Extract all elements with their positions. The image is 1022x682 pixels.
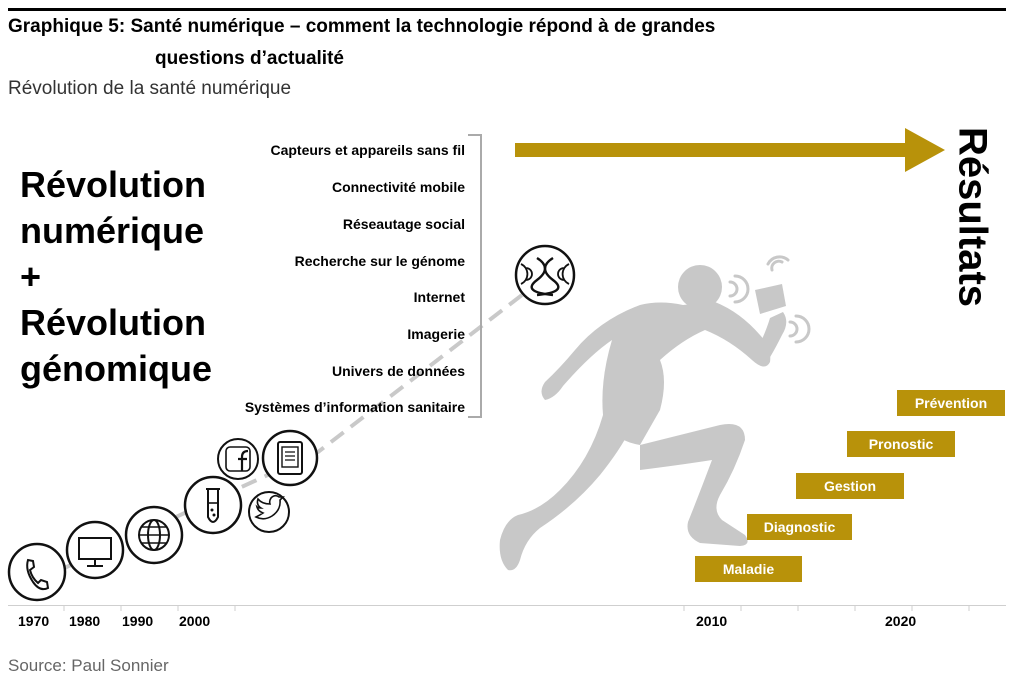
results-label: Résultats	[942, 127, 1002, 307]
year-label: 2020	[885, 613, 917, 629]
phone-icon	[7, 542, 67, 602]
tech-label-social: Réseautage social	[342, 216, 465, 232]
signal-waves	[728, 255, 811, 344]
year-label: 2000	[179, 613, 211, 629]
tech-label-data: Univers de données	[331, 363, 465, 379]
test-tube-icon	[183, 475, 243, 535]
tech-label-sensors: Capteurs et appareils sans fil	[270, 142, 465, 158]
chart-subtitle: Révolution de la santé numérique	[8, 78, 292, 99]
time-axis	[8, 605, 1006, 606]
heading-line: Révolution	[20, 164, 206, 205]
dna-icon	[514, 244, 576, 306]
computer-monitor-icon	[65, 520, 125, 580]
heading-line: numérique	[20, 210, 205, 251]
year-label: 1970	[18, 613, 50, 629]
year-label: 1990	[122, 613, 154, 629]
stage-gestion: Gestion	[796, 473, 904, 499]
tech-label-imaging: Imagerie	[407, 326, 465, 342]
tech-label-internet: Internet	[413, 289, 465, 305]
top-rule	[8, 8, 1006, 11]
tech-label-his: Systèmes d’information sanitaire	[244, 399, 465, 415]
chart-title-continued: questions d’actualité	[155, 48, 344, 69]
tech-bracket	[468, 134, 482, 418]
heading-line: génomique	[20, 348, 213, 389]
globe-icon	[124, 505, 184, 565]
facebook-icon	[217, 438, 259, 480]
stage-diagnostic: Diagnostic	[747, 514, 852, 540]
tech-label-mobile: Connectivité mobile	[331, 179, 465, 195]
source-note: Source: Paul Sonnier	[8, 656, 169, 675]
year-label: 2010	[696, 613, 728, 629]
stage-pronostic: Pronostic	[847, 431, 955, 457]
trend-dashed-line	[59, 283, 537, 572]
axis-ticks	[63, 605, 970, 611]
year-label: 1980	[69, 613, 101, 629]
runner-figure	[499, 265, 787, 571]
stage-prevention: Prévention	[897, 390, 1005, 416]
heading-line: +	[20, 256, 42, 297]
stage-maladie: Maladie	[695, 556, 802, 582]
tablet-icon	[261, 429, 319, 487]
chart-title: Graphique 5: Santé numérique – comment l…	[8, 16, 716, 37]
arrow-right-icon	[515, 128, 945, 172]
tech-label-genome: Recherche sur le génome	[294, 253, 465, 269]
revolution-heading: Révolution numérique + Révolution génomi…	[20, 162, 212, 392]
heading-line: Révolution	[20, 302, 206, 343]
results-text: Résultats	[950, 126, 995, 308]
twitter-icon	[248, 491, 290, 533]
